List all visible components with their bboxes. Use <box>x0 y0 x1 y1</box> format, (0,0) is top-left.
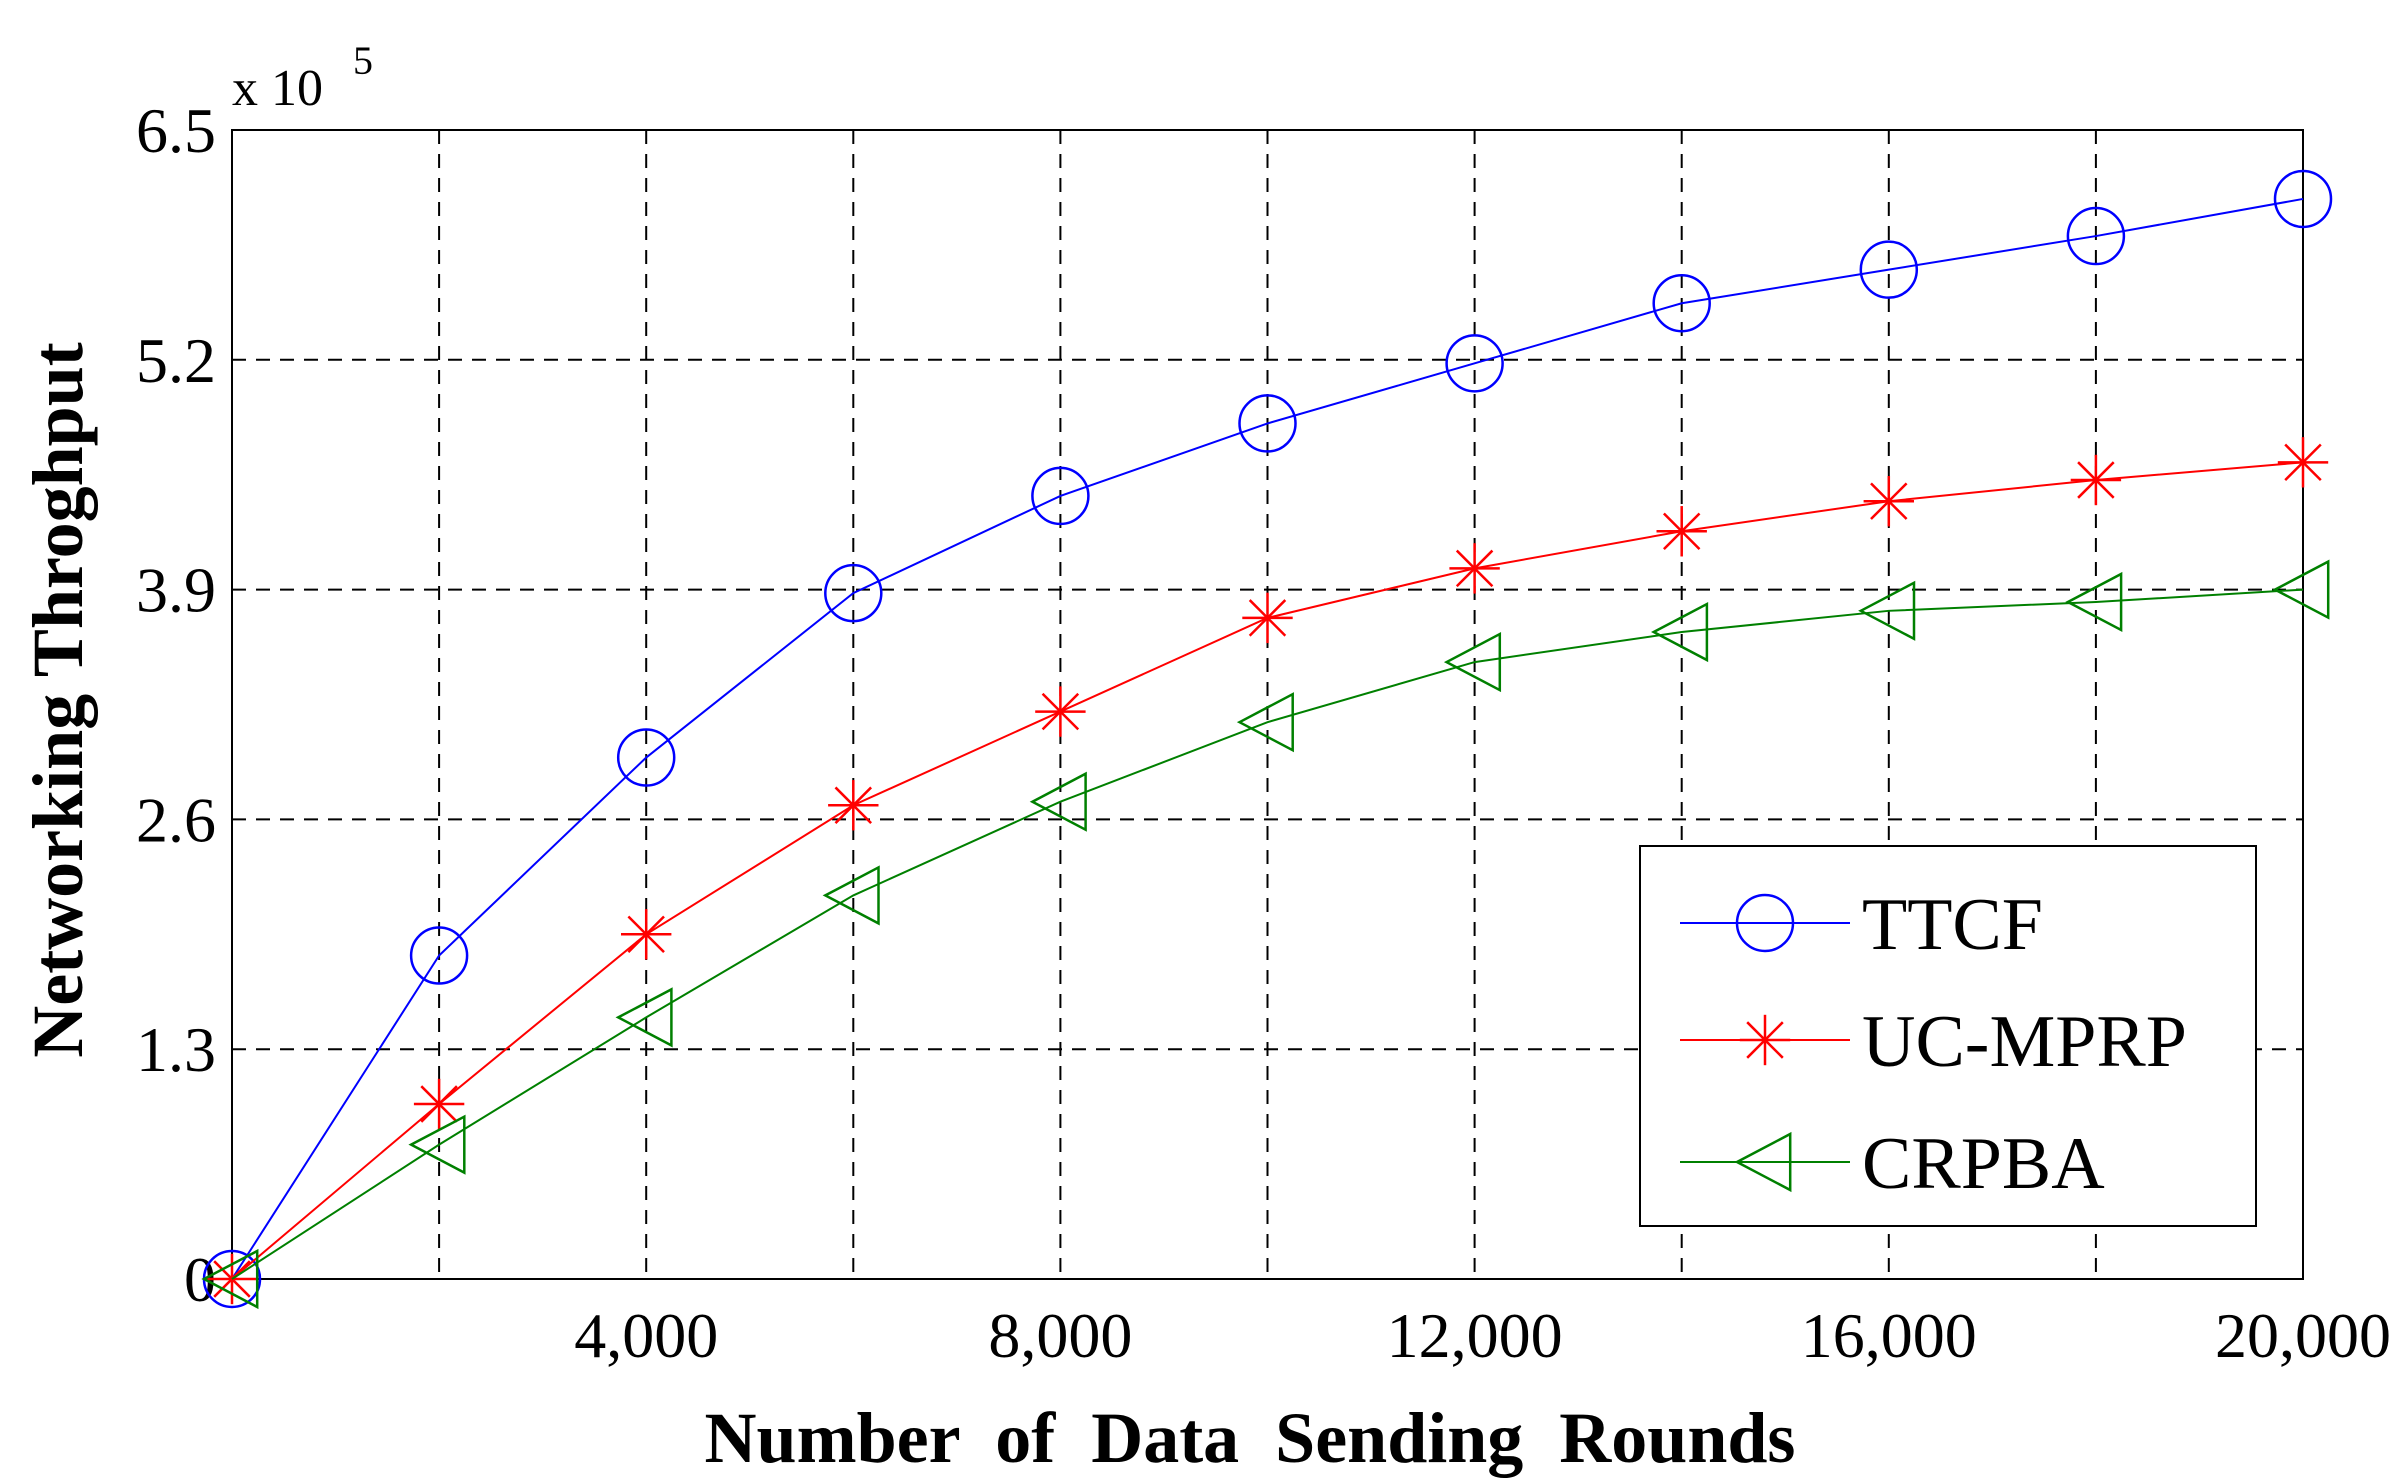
data-point-ttcf <box>1238 394 1297 453</box>
asterisk-stroke <box>2077 461 2115 499</box>
asterisk-stroke <box>1662 512 1701 550</box>
data-point-crpba <box>615 987 673 1048</box>
asterisk-stroke <box>1870 482 1908 520</box>
data-point-uc-mprp <box>1863 476 1914 527</box>
legend-item-crpba: CRPBA <box>1680 1123 2105 1205</box>
series-uc-mprp <box>206 437 2329 1305</box>
data-point-uc-mprp <box>1242 592 1293 644</box>
y-multiplier-label: x 10 <box>232 60 323 117</box>
x-axis-title: Number of Data Sending Rounds <box>705 1398 1796 1478</box>
data-point-uc-mprp <box>2070 454 2122 506</box>
data-point-crpba <box>408 1114 466 1175</box>
data-point-ttcf <box>616 728 676 787</box>
series-ttcf <box>202 169 2333 1309</box>
legend-marker-crpba <box>1734 1131 1792 1193</box>
y-tick-label: 1.3 <box>136 1014 216 1085</box>
data-point-uc-mprp <box>828 780 879 831</box>
data-point-ttcf <box>2066 206 2126 266</box>
legend-item-ttcf: TTCF <box>1680 884 2043 966</box>
data-point-ttcf <box>1652 273 1711 333</box>
asterisk-stroke <box>627 915 665 954</box>
data-point-crpba <box>1651 601 1709 663</box>
legend-label-ttcf: TTCF <box>1862 884 2043 966</box>
axis-ticks: 4,000 8,000 12,000 16,000 20,00001.32.63.95.… <box>136 95 2391 1371</box>
data-point-crpba <box>1858 580 1916 641</box>
legend-marker-ttcf <box>1735 893 1795 953</box>
series-crpba <box>201 559 2330 1310</box>
asterisk-stroke <box>420 1085 458 1123</box>
data-point-crpba <box>1236 692 1294 753</box>
legend-label-uc-mprp: UC-MPRP <box>1862 1001 2187 1083</box>
x-tick-label: 8,000 <box>988 1300 1132 1371</box>
plot-frame <box>231 129 2304 1280</box>
grid <box>232 130 2303 1279</box>
legend-label-crpba: CRPBA <box>1862 1123 2105 1205</box>
asterisk-stroke <box>2284 443 2322 482</box>
y-tick-label: 5.2 <box>136 325 216 396</box>
series-line-ttcf <box>231 197 2304 1280</box>
data-point-uc-mprp <box>1449 543 1500 594</box>
data-point-uc-mprp <box>1035 686 1086 737</box>
data-point-crpba <box>1443 632 1502 693</box>
data-point-ttcf <box>1859 240 1919 299</box>
data-point-crpba <box>2272 559 2330 620</box>
y-multiplier-exponent: 5 <box>353 38 373 83</box>
legend-marker-uc-mprp <box>1739 1014 1791 1066</box>
data-point-crpba <box>201 1248 259 1310</box>
x-tick-label: 12,000 <box>1387 1300 1563 1371</box>
data-point-ttcf <box>1445 334 1504 393</box>
series-line-crpba <box>231 588 2304 1280</box>
data-point-crpba <box>1029 771 1087 832</box>
x-tick-label: 4,000 <box>574 1300 718 1371</box>
data-point-crpba <box>2065 571 2123 633</box>
data-point-ttcf <box>2273 169 2333 229</box>
asterisk-stroke <box>1455 549 1494 588</box>
data-point-uc-mprp <box>413 1078 465 1130</box>
x-tick-label: 16,000 <box>1801 1300 1977 1371</box>
legend-item-uc-mprp: UC-MPRP <box>1680 1001 2187 1083</box>
y-tick-label: 6.5 <box>136 95 216 166</box>
asterisk-stroke <box>1041 692 1080 731</box>
data-point-uc-mprp <box>621 909 672 960</box>
x-tick-label: 20,000 <box>2215 1300 2391 1371</box>
y-axis-title: Networking Throghput <box>18 342 98 1058</box>
y-tick-label: 2.6 <box>136 784 216 855</box>
asterisk-stroke <box>834 786 873 824</box>
data-point-ttcf <box>409 926 469 985</box>
data-point-uc-mprp <box>2277 437 2329 488</box>
asterisk-stroke <box>1746 1021 1784 1059</box>
asterisk-stroke <box>1248 599 1287 637</box>
data-point-ttcf <box>824 563 883 623</box>
data-point-uc-mprp <box>1656 506 1707 557</box>
series-lines <box>201 169 2333 1310</box>
data-point-ttcf <box>1031 466 1090 526</box>
legend: TTCF UC-MPRP CRPBA <box>1639 845 2257 1227</box>
y-tick-label: 3.9 <box>136 555 216 626</box>
data-point-crpba <box>822 865 880 926</box>
